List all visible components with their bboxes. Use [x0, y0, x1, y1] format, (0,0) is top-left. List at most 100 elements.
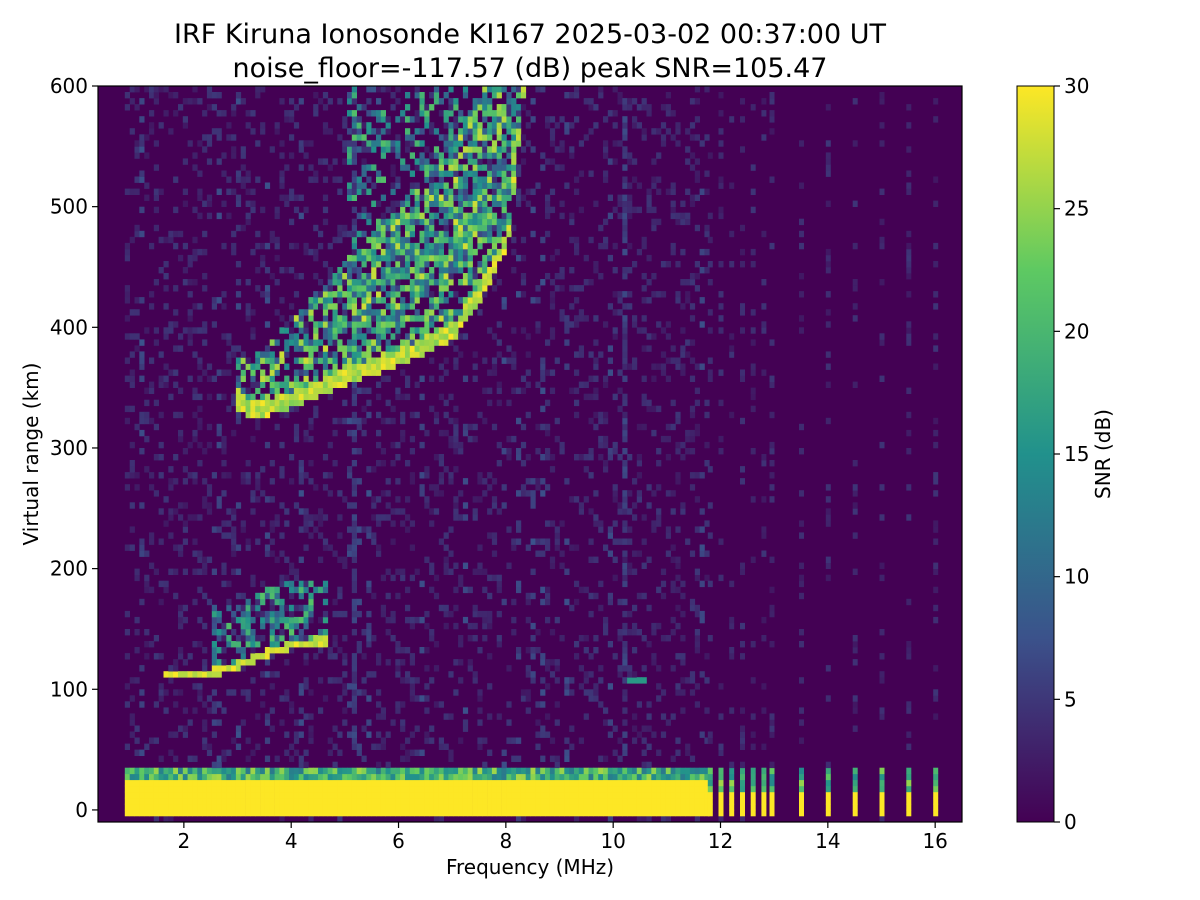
heatmap-cell — [472, 158, 478, 165]
heatmap-cell — [221, 152, 227, 159]
heatmap-cell — [395, 146, 401, 153]
heatmap-cell — [588, 448, 594, 455]
heatmap-cell — [511, 267, 517, 274]
heatmap-cell — [477, 291, 483, 298]
heatmap-cell — [168, 128, 174, 135]
heatmap-cell — [221, 665, 227, 672]
heatmap-cell — [598, 701, 604, 708]
heatmap-cell — [318, 586, 324, 594]
channel-cell — [718, 261, 724, 268]
heatmap-cell — [221, 562, 227, 569]
heatmap-cell — [308, 315, 314, 322]
heatmap-cell — [351, 206, 357, 214]
heatmap-cell — [569, 689, 575, 696]
channel-cell — [761, 773, 767, 781]
channel-cell — [718, 816, 724, 823]
heatmap-cell — [308, 339, 314, 346]
heatmap-cell — [496, 146, 502, 153]
heatmap-cell — [303, 242, 309, 250]
heatmap-cell — [211, 689, 217, 696]
heatmap-cell — [211, 472, 217, 479]
heatmap-cell — [197, 363, 203, 370]
heatmap-cell — [603, 381, 609, 388]
heatmap-cell — [158, 122, 164, 129]
heatmap-cell — [462, 218, 469, 226]
heatmap-cell — [274, 641, 280, 648]
heatmap-cell — [187, 809, 193, 817]
heatmap-cell — [284, 785, 290, 793]
heatmap-cell — [511, 803, 517, 811]
heatmap-cell — [361, 254, 367, 262]
heatmap-cell — [467, 267, 473, 274]
heatmap-cell — [554, 285, 560, 292]
heatmap-cell — [371, 315, 377, 322]
heatmap-cell — [564, 677, 570, 684]
heatmap-cell — [689, 152, 696, 159]
heatmap-cell — [139, 502, 145, 509]
heatmap-cell — [448, 671, 454, 678]
heatmap-cell — [361, 321, 367, 328]
heatmap-cell — [491, 809, 498, 817]
channel-cell — [718, 152, 724, 159]
heatmap-cell — [660, 104, 667, 111]
heatmap-cell — [134, 809, 140, 817]
heatmap-cell — [419, 98, 425, 105]
heatmap-cell — [390, 333, 396, 340]
heatmap-cell — [400, 158, 406, 165]
heatmap-cell — [627, 665, 633, 672]
heatmap-cell — [318, 520, 324, 527]
heatmap-cell — [646, 803, 652, 811]
heatmap-cell — [467, 218, 473, 226]
heatmap-cell — [168, 671, 174, 678]
channel-cell — [707, 797, 713, 805]
heatmap-cell — [284, 351, 290, 358]
heatmap-cell — [453, 779, 459, 787]
heatmap-cell — [385, 797, 391, 805]
heatmap-cell — [124, 357, 130, 364]
heatmap-cell — [255, 230, 261, 238]
heatmap-cell — [448, 146, 454, 153]
heatmap-cell — [540, 731, 546, 738]
heatmap-cell — [622, 598, 628, 606]
heatmap-cell — [501, 749, 507, 756]
heatmap-cell — [438, 309, 444, 316]
heatmap-cell — [347, 194, 353, 201]
heatmap-cell — [322, 158, 329, 165]
heatmap-cell — [598, 809, 604, 817]
heatmap-cell — [482, 200, 488, 207]
heatmap-cell — [405, 767, 411, 775]
heatmap-cell — [472, 230, 478, 238]
heatmap-cell — [293, 604, 300, 612]
heatmap-cell — [516, 140, 522, 147]
heatmap-cell — [192, 387, 198, 394]
heatmap-cell — [371, 267, 377, 274]
heatmap-cell — [380, 713, 386, 720]
heatmap-cell — [660, 785, 667, 793]
heatmap-cell — [337, 610, 343, 618]
heatmap-cell — [149, 242, 155, 250]
heatmap-cell — [506, 212, 512, 220]
heatmap-cell — [516, 737, 522, 744]
heatmap-cell — [347, 182, 353, 189]
heatmap-cell — [293, 791, 300, 799]
heatmap-cell — [482, 92, 488, 99]
heatmap-cell — [202, 809, 208, 817]
heatmap-cell — [545, 194, 551, 201]
heatmap-cell — [385, 629, 391, 636]
channel-cell — [740, 653, 745, 660]
heatmap-cell — [187, 785, 193, 793]
heatmap-cell — [376, 339, 382, 346]
heatmap-cell — [390, 719, 396, 726]
heatmap-cell — [685, 188, 691, 195]
heatmap-cell — [390, 164, 396, 171]
heatmap-cell — [322, 610, 329, 618]
heatmap-cell — [467, 291, 473, 298]
heatmap-cell — [313, 170, 319, 177]
heatmap-cell — [433, 188, 440, 195]
heatmap-cell — [501, 761, 507, 769]
heatmap-cell — [443, 194, 449, 201]
heatmap-cell — [433, 303, 440, 310]
heatmap-cell — [540, 86, 546, 93]
heatmap-cell — [409, 767, 415, 775]
heatmap-cell — [347, 550, 353, 557]
